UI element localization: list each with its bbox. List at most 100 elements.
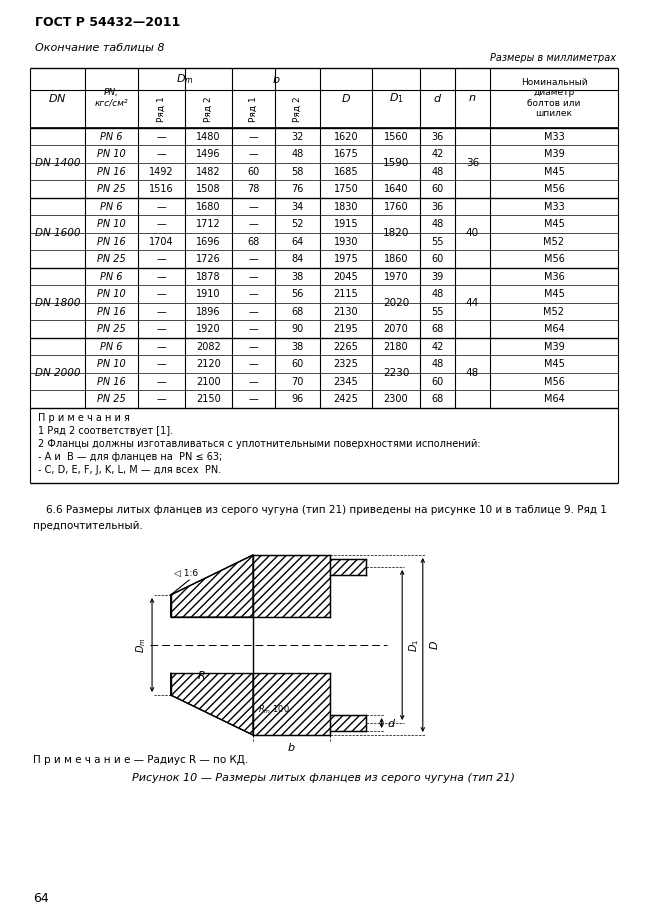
Text: $n$: $n$ xyxy=(468,93,477,103)
Text: —: — xyxy=(156,394,167,404)
Text: 48: 48 xyxy=(432,359,444,369)
Text: —: — xyxy=(156,307,167,317)
Text: М45: М45 xyxy=(543,167,565,177)
Text: —: — xyxy=(249,307,258,317)
Text: 52: 52 xyxy=(291,219,304,229)
Text: PN 25: PN 25 xyxy=(97,184,126,194)
Text: 60: 60 xyxy=(432,254,444,264)
Text: 2130: 2130 xyxy=(334,307,359,317)
Text: 68: 68 xyxy=(432,394,444,404)
Text: $R$: $R$ xyxy=(197,669,206,681)
Text: 1675: 1675 xyxy=(333,149,359,159)
Text: 60: 60 xyxy=(247,167,260,177)
Text: $R_m$ 100: $R_m$ 100 xyxy=(258,704,289,717)
Text: —: — xyxy=(249,324,258,334)
Text: $D$: $D$ xyxy=(341,92,351,104)
Text: —: — xyxy=(249,254,258,264)
Text: ГОСТ Р 54432—2011: ГОСТ Р 54432—2011 xyxy=(35,16,180,28)
Text: 55: 55 xyxy=(432,236,444,247)
Text: 2082: 2082 xyxy=(196,341,221,352)
Text: М33: М33 xyxy=(544,202,565,212)
Text: 2180: 2180 xyxy=(384,341,408,352)
Text: 2120: 2120 xyxy=(196,359,221,369)
Text: —: — xyxy=(156,254,167,264)
Text: —: — xyxy=(249,341,258,352)
Text: DN 2000: DN 2000 xyxy=(35,368,80,378)
Text: 1750: 1750 xyxy=(333,184,359,194)
Text: 2020: 2020 xyxy=(383,298,409,308)
Text: PN 10: PN 10 xyxy=(97,149,126,159)
Text: 1680: 1680 xyxy=(196,202,221,212)
Text: 2115: 2115 xyxy=(333,289,359,299)
Text: $D_m$: $D_m$ xyxy=(176,72,194,86)
Text: 38: 38 xyxy=(291,272,304,282)
Text: Окончание таблицы 8: Окончание таблицы 8 xyxy=(35,43,165,53)
Text: $DN$: $DN$ xyxy=(48,92,67,104)
Text: 1970: 1970 xyxy=(384,272,408,282)
Text: 42: 42 xyxy=(432,341,444,352)
Text: 1910: 1910 xyxy=(196,289,221,299)
Text: 48: 48 xyxy=(291,149,304,159)
Bar xyxy=(253,673,330,735)
Text: —: — xyxy=(249,394,258,404)
Text: 64: 64 xyxy=(291,236,304,247)
Text: 2195: 2195 xyxy=(333,324,359,334)
Text: предпочтительный.: предпочтительный. xyxy=(33,521,143,531)
Text: 6.6 Размеры литых фланцев из серого чугуна (тип 21) приведены на рисунке 10 и в : 6.6 Размеры литых фланцев из серого чугу… xyxy=(33,505,607,515)
Text: DN 1400: DN 1400 xyxy=(35,158,80,168)
Text: PN 10: PN 10 xyxy=(97,359,126,369)
Text: —: — xyxy=(156,219,167,229)
Text: 1685: 1685 xyxy=(334,167,359,177)
Text: 1696: 1696 xyxy=(196,236,221,247)
Text: 36: 36 xyxy=(432,131,444,142)
Text: М56: М56 xyxy=(543,254,565,264)
Text: DN 1800: DN 1800 xyxy=(35,298,80,308)
Text: 1482: 1482 xyxy=(196,167,221,177)
Text: 44: 44 xyxy=(466,298,479,308)
Text: 1975: 1975 xyxy=(333,254,359,264)
Text: —: — xyxy=(156,341,167,352)
Text: 36: 36 xyxy=(466,158,479,168)
Text: $D_m$: $D_m$ xyxy=(134,637,148,653)
Text: PN 6: PN 6 xyxy=(100,202,123,212)
Text: 2070: 2070 xyxy=(384,324,408,334)
Text: 90: 90 xyxy=(291,324,304,334)
Text: 1480: 1480 xyxy=(196,131,221,142)
Text: $D_1$: $D_1$ xyxy=(389,91,403,105)
Text: 1496: 1496 xyxy=(196,149,221,159)
Text: 2425: 2425 xyxy=(333,394,359,404)
Text: ◁ 1:6: ◁ 1:6 xyxy=(174,569,198,578)
Text: 1712: 1712 xyxy=(196,219,221,229)
Text: 60: 60 xyxy=(432,184,444,194)
Text: 1820: 1820 xyxy=(383,228,409,238)
Text: 1830: 1830 xyxy=(334,202,359,212)
Text: 1920: 1920 xyxy=(196,324,221,334)
Text: PN 10: PN 10 xyxy=(97,289,126,299)
Text: —: — xyxy=(156,359,167,369)
Text: 1516: 1516 xyxy=(149,184,174,194)
Text: —: — xyxy=(156,324,167,334)
Text: 2150: 2150 xyxy=(196,394,221,404)
Bar xyxy=(253,555,330,617)
Text: 1704: 1704 xyxy=(149,236,174,247)
Text: 38: 38 xyxy=(291,341,304,352)
Text: 48: 48 xyxy=(432,219,444,229)
Text: 2100: 2100 xyxy=(196,377,221,387)
Text: 76: 76 xyxy=(291,184,304,194)
Bar xyxy=(330,559,366,575)
Text: 2045: 2045 xyxy=(333,272,359,282)
Text: М52: М52 xyxy=(543,236,565,247)
Text: 58: 58 xyxy=(291,167,304,177)
Text: М45: М45 xyxy=(543,219,565,229)
Text: 1590: 1590 xyxy=(383,158,409,168)
Text: PN 6: PN 6 xyxy=(100,131,123,142)
Text: Рисунок 10 — Размеры литых фланцев из серого чугуна (тип 21): Рисунок 10 — Размеры литых фланцев из се… xyxy=(132,773,514,783)
Text: PN,
кгс/см²: PN, кгс/см² xyxy=(95,89,129,108)
Polygon shape xyxy=(171,555,253,617)
Text: 48: 48 xyxy=(432,289,444,299)
Text: 2345: 2345 xyxy=(333,377,359,387)
Bar xyxy=(330,715,366,731)
Text: 2300: 2300 xyxy=(384,394,408,404)
Text: PN 16: PN 16 xyxy=(97,377,126,387)
Text: 64: 64 xyxy=(33,891,48,905)
